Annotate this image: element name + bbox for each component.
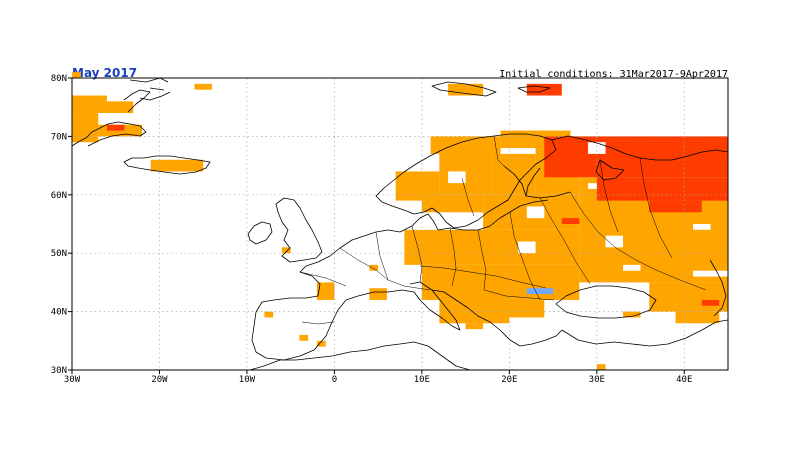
black-sea-coast <box>555 285 657 319</box>
x-tick-label: 30E <box>589 375 605 385</box>
anomaly-cell-warm <box>491 153 536 195</box>
anomaly-cell-hot <box>701 299 720 306</box>
anomaly-cell-blank <box>526 206 545 219</box>
anomaly-cell-warm <box>299 334 309 341</box>
anomaly-cell-hot <box>106 124 125 131</box>
anomaly-cell-warm <box>421 194 484 213</box>
y-tick-label: 60N <box>51 191 67 201</box>
y-tick-label: 30N <box>51 366 67 376</box>
initial-conditions-label: Initial conditions: 31Mar2017-9Apr2017 <box>499 69 728 80</box>
anomaly-cell-hot <box>526 83 562 96</box>
anomaly-cell-warm <box>281 247 291 254</box>
greenland-coast <box>71 77 171 147</box>
anomaly-cell-blank <box>588 142 606 154</box>
north-africa-coast <box>249 341 471 371</box>
anomaly-cell-warm <box>72 95 107 114</box>
iceland-coast <box>123 155 211 175</box>
y-tick-label: 70N <box>51 132 67 142</box>
anomaly-cell-warm <box>421 264 580 300</box>
anomaly-cell-warm <box>623 311 641 318</box>
anomaly-cell-warm <box>649 282 728 312</box>
anomaly-cell-hot <box>596 177 728 201</box>
x-tick-label: 40E <box>676 375 692 385</box>
anomaly-cell-blank <box>588 183 597 189</box>
svalbard-coast <box>431 81 551 97</box>
x-tick-label: 10E <box>414 375 430 385</box>
anomaly-cell-blank <box>605 235 624 248</box>
y-tick-label: 40N <box>51 308 67 318</box>
anomaly-cells <box>72 72 728 370</box>
anatolia-coast <box>561 319 729 347</box>
map-title: May 2017 <box>72 66 137 80</box>
x-tick-label: 30W <box>64 375 81 385</box>
anomaly-cell-warm <box>194 83 212 90</box>
x-tick-label: 0 <box>332 375 337 385</box>
x-tick-label: 20E <box>501 375 517 385</box>
anomaly-cell-warm <box>264 311 274 318</box>
anomaly-cell-warm <box>404 229 580 265</box>
anomaly-cell-warm <box>106 101 134 114</box>
europe-north-coast <box>339 199 549 249</box>
caspian-coast <box>709 259 727 317</box>
anomaly-cell-warm <box>465 323 484 330</box>
anomaly-cell-warm <box>72 72 81 78</box>
x-tick-label: 10W <box>239 375 256 385</box>
ireland-coast <box>247 221 273 245</box>
anomaly-cell-warm <box>596 364 606 370</box>
map-frame <box>71 77 729 371</box>
anomaly-cell-hot <box>649 200 702 213</box>
scandinavia-coast <box>375 133 557 229</box>
anomaly-cell-warm <box>316 340 326 347</box>
anomaly-cell-warm <box>150 159 204 172</box>
anomaly-cell-blank <box>693 270 728 277</box>
anomaly-cell-blank <box>518 241 536 254</box>
anomaly-cell-warm <box>72 113 99 143</box>
graticule <box>72 78 728 370</box>
y-tick-label: 50N <box>51 249 67 259</box>
y-tick-label: 80N <box>51 74 67 84</box>
great-britain-coast <box>275 197 323 263</box>
x-tick-label: 20W <box>151 375 168 385</box>
country-borders <box>299 135 707 325</box>
finland-coast <box>503 165 571 199</box>
anomaly-cell-warm <box>448 83 484 96</box>
anomaly-cell-hot <box>561 218 580 224</box>
anomaly-cell-warm <box>369 288 387 300</box>
anomaly-cell-warm <box>500 299 545 318</box>
anomaly-cell-blank <box>448 171 466 184</box>
anomaly-cell-warm <box>369 264 379 271</box>
anomaly-cell-blank <box>693 224 711 230</box>
anomaly-cell-warm <box>675 311 720 324</box>
anomaly-cell-blank <box>623 264 641 271</box>
anomaly-cell-cool <box>526 288 554 295</box>
anomaly-cell-warm <box>316 282 335 300</box>
france-iberia-coast <box>251 247 359 361</box>
anomaly-cell-warm <box>439 299 510 324</box>
axis-ticks: 30W 20W 10W 0 10E 20E 30E 40E 30N 40N 50N 60N 70N 80N <box>51 74 693 385</box>
